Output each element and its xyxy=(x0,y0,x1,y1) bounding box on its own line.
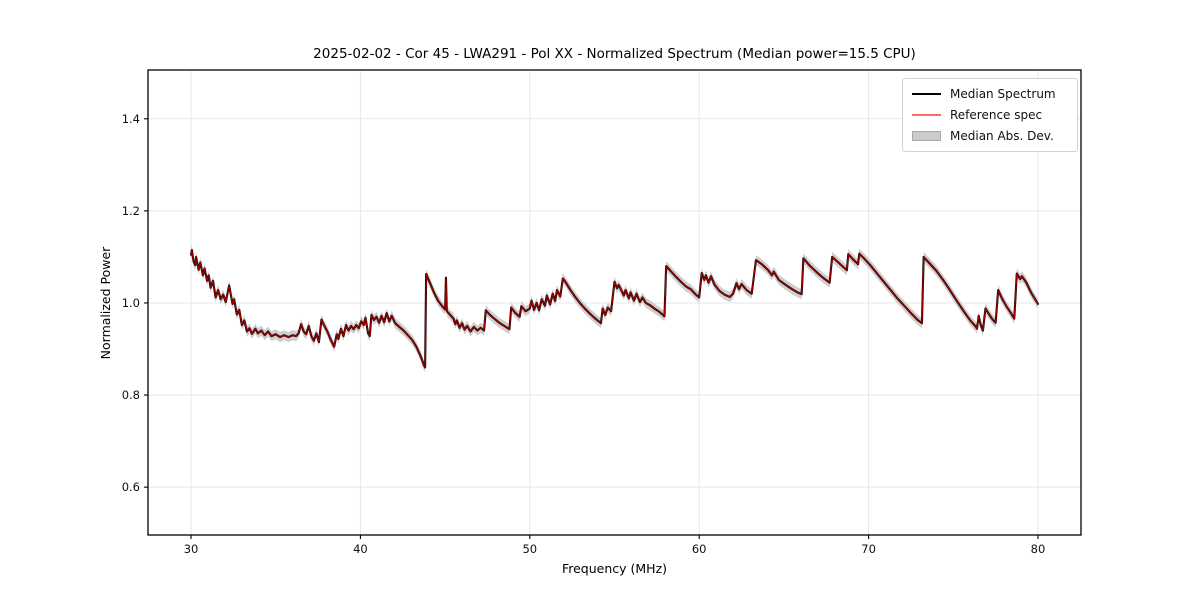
x-tick-label: 30 xyxy=(184,542,199,556)
mad-band xyxy=(191,244,1038,373)
legend-label: Reference spec xyxy=(950,108,1043,122)
legend-item-median-spectrum: Median Spectrum xyxy=(912,86,1067,102)
x-tick-label: 70 xyxy=(861,542,876,556)
legend-item-median-abs-dev: Median Abs. Dev. xyxy=(912,128,1067,144)
legend-label: Median Spectrum xyxy=(950,87,1056,101)
x-axis-label: Frequency (MHz) xyxy=(561,561,668,576)
x-tick-label: 50 xyxy=(522,542,537,556)
legend-box: Median Spectrum Reference spec Median Ab… xyxy=(902,78,1078,152)
x-tick-label: 60 xyxy=(692,542,707,556)
legend-label: Median Abs. Dev. xyxy=(950,129,1054,143)
y-tick-label: 1.4 xyxy=(122,112,140,126)
median-spectrum-line-swatch xyxy=(912,93,941,95)
x-tick-label: 80 xyxy=(1031,542,1046,556)
legend-item-reference-spec: Reference spec xyxy=(912,107,1067,123)
x-tick-label: 40 xyxy=(353,542,368,556)
reference-spec-line-swatch xyxy=(912,114,941,116)
reference-spec-line xyxy=(190,249,1039,369)
chart-title: 2025-02-02 - Cor 45 - LWA291 - Pol XX - … xyxy=(313,46,916,62)
median-abs-dev-patch-swatch xyxy=(912,131,941,141)
y-tick-label: 1.2 xyxy=(122,204,140,218)
y-tick-label: 1.0 xyxy=(122,296,140,310)
y-tick-label: 0.6 xyxy=(122,480,140,494)
y-tick-label: 0.8 xyxy=(122,388,140,402)
